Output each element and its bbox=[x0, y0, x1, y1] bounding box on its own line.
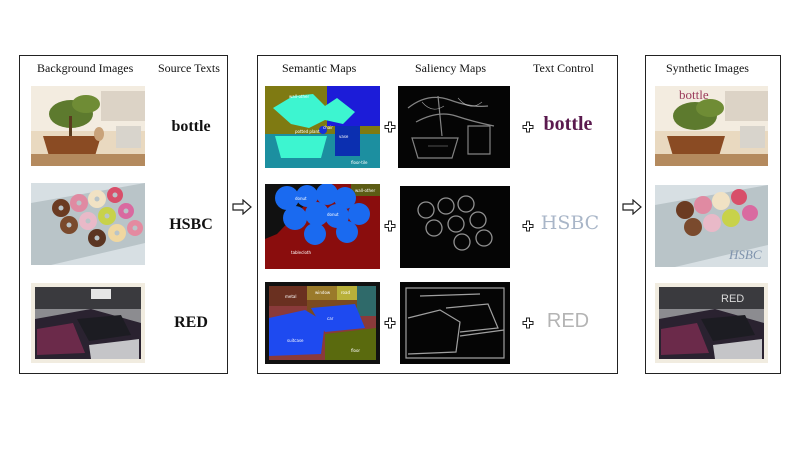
semantic-map-donuts: donut donut tablecloth wall-other bbox=[265, 184, 380, 269]
plus-icon bbox=[522, 317, 534, 329]
text-control-header: Text Control bbox=[533, 61, 594, 75]
background-images-header: Background Images bbox=[37, 61, 134, 75]
semantic-label: floor-tile bbox=[351, 160, 368, 165]
semantic-label: tablecloth bbox=[291, 250, 311, 255]
synthetic-image-plant: bottle bbox=[655, 86, 768, 166]
plus-icon bbox=[522, 220, 534, 232]
hollow-arrow-right-icon bbox=[232, 198, 252, 216]
semantic-label: vase bbox=[339, 134, 349, 139]
synthetic-overlay-text: bottle bbox=[679, 87, 709, 102]
background-image-car bbox=[31, 283, 145, 363]
semantic-label: donut bbox=[295, 196, 307, 201]
semantic-label: floor bbox=[351, 348, 360, 353]
text-control-bottle: bottle bbox=[543, 113, 593, 135]
plus-icon bbox=[522, 121, 534, 133]
hollow-arrow-right-icon bbox=[622, 198, 642, 216]
text-control-red: RED bbox=[546, 310, 590, 332]
plus-icon bbox=[384, 121, 396, 133]
semantic-label: road bbox=[341, 290, 350, 295]
saliency-map-car bbox=[400, 282, 510, 364]
saliency-map-plant bbox=[398, 86, 510, 168]
semantic-map-car: metal window road car suitcase floor bbox=[265, 282, 380, 364]
semantic-label: car bbox=[327, 316, 334, 321]
source-text-hsbc: HSBC bbox=[169, 216, 213, 233]
semantic-label: metal bbox=[285, 294, 297, 299]
saliency-map-donuts bbox=[400, 186, 510, 268]
synthetic-overlay-text: RED bbox=[721, 293, 744, 305]
background-image-plant bbox=[31, 86, 145, 166]
semantic-label: wall-other bbox=[289, 94, 309, 99]
semantic-label: chair bbox=[323, 125, 333, 130]
plus-icon bbox=[384, 317, 396, 329]
synthetic-images-header: Synthetic Images bbox=[666, 61, 749, 75]
source-text-red: RED bbox=[174, 314, 208, 331]
semantic-label: potted plant bbox=[295, 129, 320, 134]
synthetic-image-car: RED bbox=[655, 283, 768, 363]
semantic-label: wall-other bbox=[355, 188, 375, 193]
synthetic-image-donuts: HSBC bbox=[655, 185, 768, 267]
synthetic-overlay-text: HSBC bbox=[728, 247, 762, 262]
source-texts-header: Source Texts bbox=[158, 61, 220, 75]
background-image-donuts bbox=[31, 183, 145, 265]
plus-icon bbox=[384, 220, 396, 232]
saliency-maps-header: Saliency Maps bbox=[415, 61, 486, 75]
semantic-label: donut bbox=[327, 212, 339, 217]
semantic-maps-header: Semantic Maps bbox=[282, 61, 357, 75]
semantic-label: window bbox=[315, 290, 331, 295]
semantic-map-plant: wall-other potted plant chair vase floor… bbox=[265, 86, 380, 168]
source-text-bottle: bottle bbox=[171, 118, 211, 135]
text-control-hsbc: HSBC bbox=[540, 212, 600, 234]
semantic-label: suitcase bbox=[287, 338, 304, 343]
